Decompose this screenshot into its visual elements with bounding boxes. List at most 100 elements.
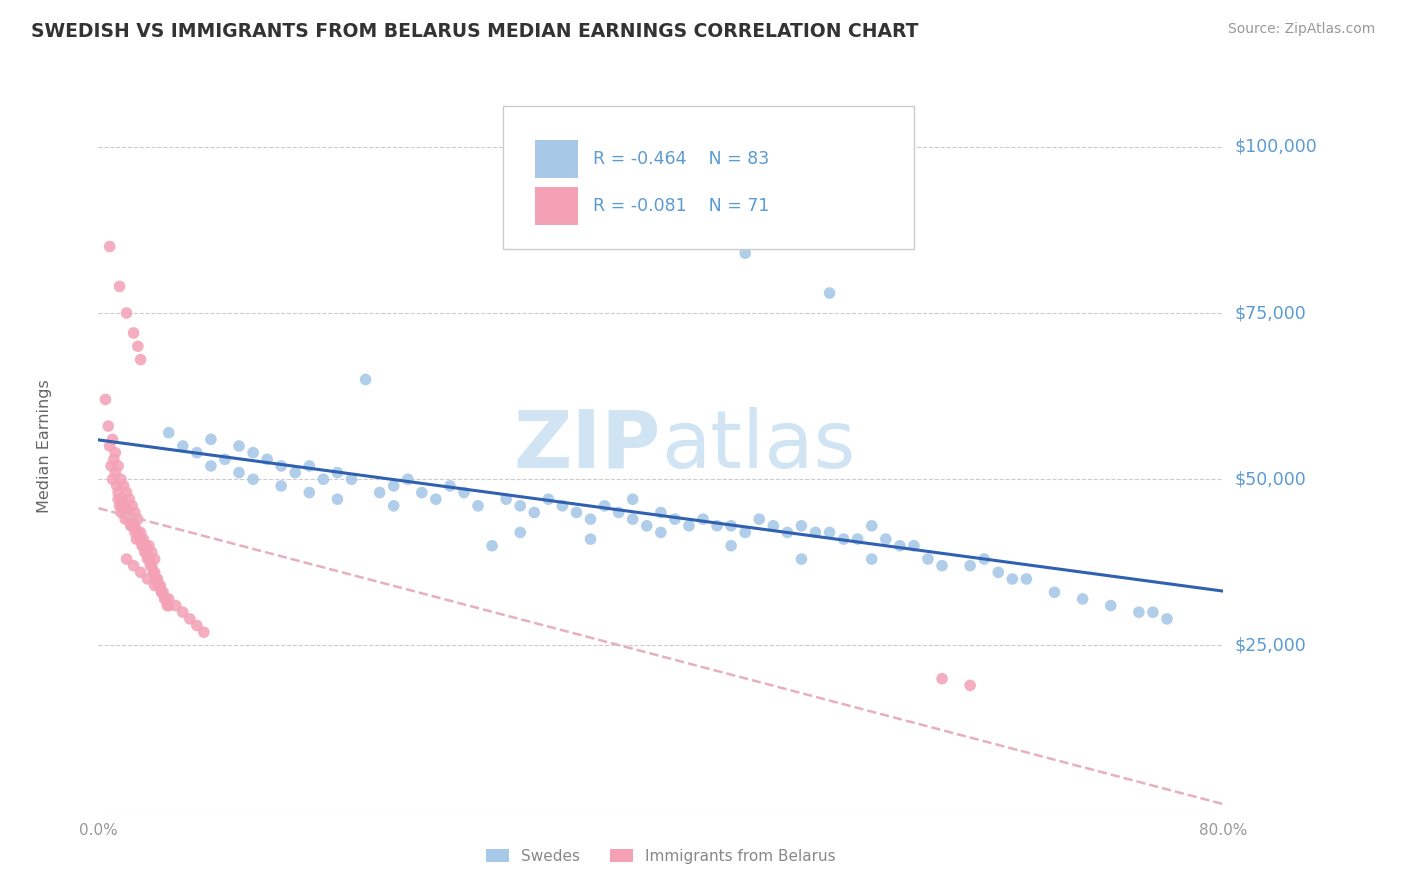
Point [115, 306, 138, 320]
Point [396, 472, 419, 486]
Point [153, 591, 176, 606]
Point [129, 525, 152, 540]
Point [481, 539, 503, 553]
Point [804, 525, 827, 540]
Point [118, 492, 141, 507]
Point [607, 506, 630, 520]
Point [1015, 572, 1038, 586]
Text: SWEDISH VS IMMIGRANTS FROM BELARUS MEDIAN EARNINGS CORRELATION CHART: SWEDISH VS IMMIGRANTS FROM BELARUS MEDIA… [31, 22, 918, 41]
Point [101, 433, 124, 447]
Point [117, 506, 139, 520]
Point [720, 539, 742, 553]
Point [127, 525, 149, 540]
Point [748, 512, 770, 526]
Point [132, 532, 155, 546]
Point [790, 552, 813, 566]
Point [124, 525, 146, 540]
Point [987, 566, 1010, 580]
Point [149, 579, 172, 593]
Point [141, 558, 163, 573]
Point [129, 566, 152, 580]
Point [120, 518, 142, 533]
Point [148, 579, 170, 593]
Point [150, 585, 173, 599]
Point [129, 532, 152, 546]
Point [228, 439, 250, 453]
Point [931, 672, 953, 686]
Point [270, 458, 292, 473]
Point [340, 472, 363, 486]
Point [143, 579, 166, 593]
Point [100, 458, 122, 473]
Point [186, 618, 208, 632]
Point [122, 558, 145, 573]
Point [453, 485, 475, 500]
Point [200, 458, 222, 473]
Point [157, 425, 180, 440]
Point [115, 506, 138, 520]
Text: atlas: atlas [661, 407, 855, 485]
Point [326, 466, 349, 480]
Point [110, 506, 132, 520]
Point [621, 492, 644, 507]
Text: ZIP: ZIP [513, 407, 661, 485]
Point [382, 499, 405, 513]
Point [143, 552, 166, 566]
Point [152, 585, 174, 599]
Point [706, 518, 728, 533]
Point [146, 572, 169, 586]
FancyBboxPatch shape [534, 187, 578, 225]
Point [107, 492, 129, 507]
Point [214, 452, 236, 467]
Point [156, 599, 179, 613]
Point [875, 532, 897, 546]
Point [112, 479, 135, 493]
Point [157, 591, 180, 606]
Point [270, 479, 292, 493]
Point [110, 472, 132, 486]
Point [104, 445, 127, 459]
Point [124, 506, 146, 520]
Point [1128, 605, 1150, 619]
Point [131, 539, 153, 553]
Point [1001, 572, 1024, 586]
Point [326, 492, 349, 507]
Point [115, 499, 138, 513]
Point [382, 479, 405, 493]
Point [125, 532, 148, 546]
Point [135, 545, 157, 559]
Point [411, 485, 433, 500]
Point [664, 512, 686, 526]
Point [101, 472, 124, 486]
Text: R = -0.464    N = 83: R = -0.464 N = 83 [593, 150, 769, 168]
Point [107, 458, 129, 473]
Point [124, 518, 146, 533]
Point [973, 552, 995, 566]
Point [136, 552, 159, 566]
Point [121, 512, 143, 526]
Point [537, 492, 560, 507]
Point [959, 678, 981, 692]
Point [107, 485, 129, 500]
Point [425, 492, 447, 507]
Point [138, 539, 160, 553]
Point [165, 599, 187, 613]
Point [139, 558, 162, 573]
Point [917, 552, 939, 566]
Point [565, 506, 588, 520]
Point [284, 466, 307, 480]
Point [112, 499, 135, 513]
Point [832, 532, 855, 546]
Text: $50,000: $50,000 [1234, 470, 1306, 488]
Point [103, 452, 125, 467]
Point [127, 525, 149, 540]
Point [111, 499, 134, 513]
Point [122, 326, 145, 340]
Point [142, 566, 165, 580]
Text: R = -0.081    N = 71: R = -0.081 N = 71 [593, 197, 769, 215]
Point [1071, 591, 1094, 606]
Point [186, 445, 208, 459]
Point [138, 552, 160, 566]
Point [134, 545, 156, 559]
Point [720, 518, 742, 533]
